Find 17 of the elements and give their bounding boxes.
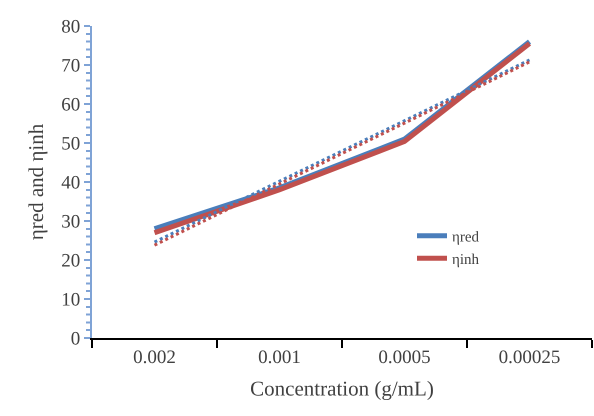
legend-label: ηred: [452, 230, 480, 246]
y-tick-label: 80: [61, 16, 80, 38]
x-tick-label: 0.0005: [378, 346, 431, 368]
y-tick-label: 70: [61, 56, 80, 77]
x-tick-label: 0.001: [258, 346, 301, 368]
y-tick-label: 60: [61, 94, 80, 116]
y-tick-label: 10: [61, 290, 80, 311]
y-tick-label: 0: [70, 328, 80, 350]
legend-label: ηinh: [452, 252, 480, 268]
y-tick-label: 30: [61, 212, 80, 233]
y-tick-label: 50: [61, 134, 80, 155]
x-tick-label: 0.002: [133, 346, 176, 368]
y-axis-title: ηred and ηinh: [24, 123, 48, 240]
x-axis-title: Concentration (g/mL): [250, 376, 434, 400]
y-tick-label: 20: [61, 250, 80, 272]
y-tick-label: 40: [61, 172, 80, 194]
x-tick-label: 0.00025: [498, 346, 560, 368]
